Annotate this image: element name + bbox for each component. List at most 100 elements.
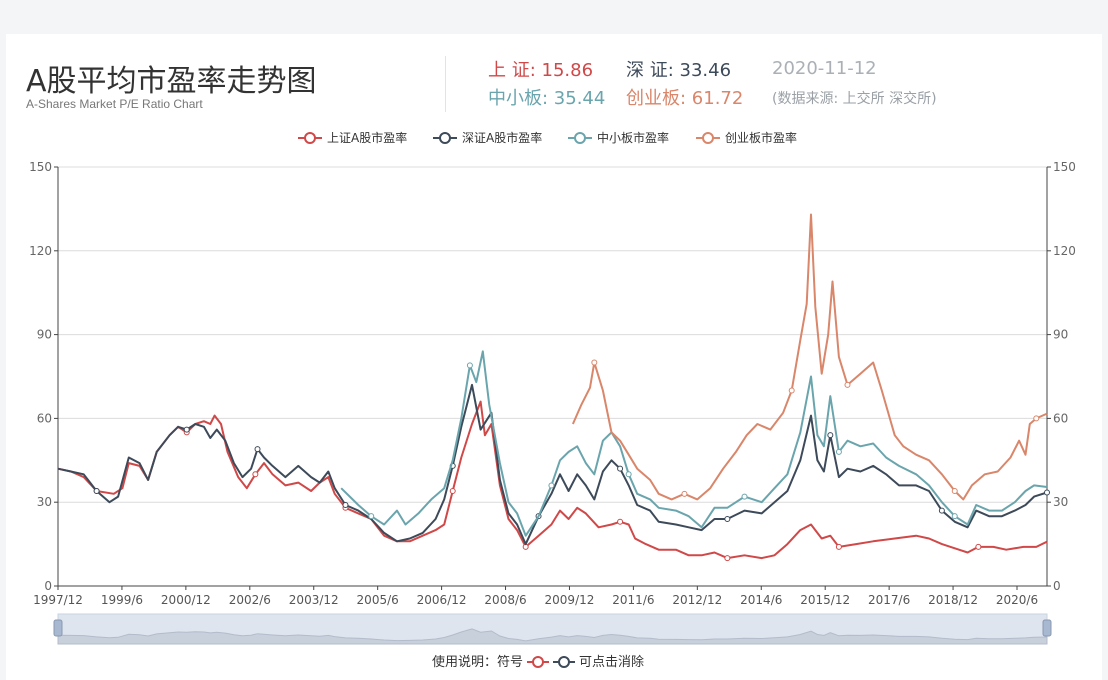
series-point [951,488,958,495]
stat-shenzhen-value: 33.46 [679,60,732,81]
x-tick-label: 2014/6 [740,593,782,607]
y-tick-label-left: 120 [29,244,52,258]
series-point [835,448,842,455]
series-point [466,362,473,369]
series-point [844,381,851,388]
series-point [827,432,834,439]
y-tick-label-right: 30 [1053,495,1068,509]
slider-handle-left-icon[interactable] [53,619,63,637]
series-point [183,426,190,433]
y-tick-label-left: 90 [37,328,52,342]
series-point [835,543,842,550]
legend-item[interactable]: 中小板市盈率 [568,130,669,145]
series-point [548,482,555,489]
series-point [342,501,349,508]
stat-sme: 中小板: 35.44 [488,84,605,110]
stat-chinext-value: 61.72 [691,88,744,109]
legend-label: 深证A股市盈率 [462,130,542,145]
chart-series [57,213,1050,562]
series-line [571,213,1048,501]
series-point [591,359,598,366]
y-tick-label-right: 0 [1053,579,1061,593]
x-tick-label: 2018/12 [928,593,978,607]
series-point [741,493,748,500]
x-tick-label: 2015/12 [800,593,850,607]
stat-shenzhen: 深 证: 33.46 [626,56,731,82]
y-tick-label-left: 30 [37,495,52,509]
legend-marker-icon [702,132,714,144]
y-tick-label-right: 90 [1053,328,1068,342]
legend-item[interactable]: 深证A股市盈率 [433,130,542,145]
stat-shanghai-value: 15.86 [541,60,594,81]
usage-symbol-icon [558,656,570,668]
y-tick-label-right: 60 [1053,411,1068,425]
chart-legend: 上证A股市盈率 深证A股市盈率 中小板市盈率 创业板市盈率 [298,130,797,145]
series-point [254,446,261,453]
usage-symbol-icon [532,656,544,668]
series-point [938,507,945,514]
data-date: 2020-11-12 [772,58,877,79]
legend-item[interactable]: 上证A股市盈率 [298,130,407,145]
legend-label: 创业板市盈率 [725,130,797,145]
data-source-note: (数据来源: 上交所 深交所) [772,91,937,107]
usage-prefix: 使用说明：符号 [432,654,523,670]
series-point [1033,415,1040,422]
x-tick-label: 2012/12 [672,593,722,607]
usage-footer: 使用说明：符号 可点击消除 [432,654,644,670]
slider-handle-right-icon[interactable] [1042,619,1052,637]
y-tick-label-right: 150 [1053,160,1076,174]
stat-sme-label: 中小板: [488,88,554,109]
legend-marker-icon [439,132,451,144]
series-point [724,555,731,562]
series-point [625,471,632,478]
legend-marker-icon [304,132,316,144]
x-tick-label: 2002/6 [229,593,271,607]
series-point [681,490,688,497]
slider-overview [57,628,1048,645]
series-point [1044,489,1050,496]
stat-shanghai-label: 上 证: [488,60,542,81]
x-tick-label: 1999/6 [101,593,143,607]
header-divider [445,56,446,112]
x-tick-label: 2006/12 [417,593,467,607]
x-tick-label: 2017/6 [868,593,910,607]
page-subtitle: A-Shares Market P/E Ratio Chart [26,97,203,111]
y-tick-label-left: 60 [37,411,52,425]
y-tick-label-left: 0 [44,579,52,593]
legend-marker-icon [574,132,586,144]
zoom-slider[interactable] [53,613,1052,645]
series-point [951,513,958,520]
stat-chinext-label: 创业板: [626,88,692,109]
series-point [522,543,529,550]
series-point [788,387,795,394]
x-tick-label: 2020/6 [996,593,1038,607]
series-point [617,465,624,472]
series-point [617,518,624,525]
x-tick-label: 2009/12 [545,593,595,607]
x-tick-label: 2008/6 [484,593,526,607]
chart-grid [58,166,1047,587]
legend-item[interactable]: 创业板市盈率 [696,130,797,145]
series-point [368,513,375,520]
x-tick-label: 2003/12 [289,593,339,607]
chart-axes: 0 0 30 30 60 60 90 90 120 120 150 150 1997/12 1999/6 2… [29,160,1076,607]
x-tick-label: 2000/12 [161,593,211,607]
series-point [975,543,982,550]
series-point [252,471,259,478]
series-line [57,383,1048,546]
series-line [340,350,1048,537]
stat-shenzhen-label: 深 证: [626,60,680,81]
x-tick-label: 2005/6 [357,593,399,607]
stat-chinext: 创业板: 61.72 [626,84,743,110]
x-tick-label: 1997/12 [33,593,83,607]
stat-shanghai: 上 证: 15.86 [488,56,593,82]
legend-label: 上证A股市盈率 [327,130,407,145]
chart-card [6,34,1102,680]
series-point [93,488,100,495]
legend-label: 中小板市盈率 [597,130,669,145]
series-line [57,400,1048,560]
page-title: A股平均市盈率走势图 [26,64,317,99]
usage-suffix: 可点击消除 [579,655,644,670]
y-tick-label-right: 120 [1053,244,1076,258]
